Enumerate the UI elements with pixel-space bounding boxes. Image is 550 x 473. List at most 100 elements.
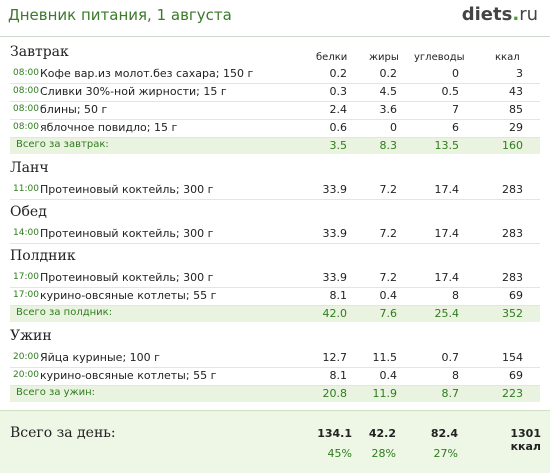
column-header-kcal: ккал <box>495 52 520 63</box>
meal-total-kcal: 160 <box>502 139 523 152</box>
food-kcal: 283 <box>502 183 523 196</box>
food-row[interactable]: 11:00 Протеиновый коктейль; 300 г 33.9 7.2 1… <box>10 182 540 200</box>
food-row[interactable]: 08:00 яблочное повидло; 15 г 0.6 0 6 29 <box>10 120 540 138</box>
food-time: 08:00 <box>13 122 39 132</box>
food-protein: 2.4 <box>329 103 348 116</box>
food-time: 08:00 <box>13 86 39 96</box>
column-header-carbs: углеводы <box>414 52 465 63</box>
day-pct-fat: 28% <box>371 447 396 460</box>
food-kcal: 154 <box>502 351 523 364</box>
food-fat: 7.2 <box>379 271 398 284</box>
meal-total-label: Всего за завтрак: <box>16 139 109 150</box>
food-time: 08:00 <box>13 104 39 114</box>
food-fat: 0.4 <box>379 369 398 382</box>
day-total-protein: 134.1 <box>317 427 352 440</box>
food-fat: 7.2 <box>379 183 398 196</box>
food-protein: 8.1 <box>329 369 348 382</box>
food-row[interactable]: 20:00 Яйца куриные; 100 г 12.7 11.5 0.7 154 <box>10 350 540 368</box>
food-carbs: 0 <box>452 67 459 80</box>
meal-total-label: Всего за полдник: <box>16 307 113 318</box>
food-name[interactable]: блины; 50 г <box>40 103 108 116</box>
logo-main: diets <box>461 4 513 25</box>
food-carbs: 7 <box>452 103 459 116</box>
food-protein: 33.9 <box>322 271 348 284</box>
site-logo[interactable]: diets.ru <box>462 4 538 25</box>
meal-total-row: Всего за ужин: 20.8 11.9 8.7 223 <box>10 386 540 402</box>
food-time: 17:00 <box>13 290 39 300</box>
food-protein: 0.3 <box>329 85 348 98</box>
meal-total-row: Всего за полдник: 42.0 7.6 25.4 352 <box>10 306 540 322</box>
meal-total-fat: 11.9 <box>372 387 398 400</box>
food-kcal: 29 <box>509 121 523 134</box>
food-carbs: 8 <box>452 369 459 382</box>
food-carbs: 17.4 <box>434 227 460 240</box>
food-time: 11:00 <box>13 184 39 194</box>
meal-total-kcal: 352 <box>502 307 523 320</box>
food-fat: 11.5 <box>372 351 398 364</box>
page-header: Дневник питания, 1 августа diets.ru <box>0 0 550 37</box>
meal-total-fat: 7.6 <box>379 307 398 320</box>
day-pct-protein: 45% <box>327 447 352 460</box>
food-name[interactable]: Протеиновый коктейль; 300 г <box>40 227 214 240</box>
food-carbs: 6 <box>452 121 459 134</box>
food-kcal: 43 <box>509 85 523 98</box>
food-row[interactable]: 17:00 Протеиновый коктейль; 300 г 33.9 7.2 1… <box>10 270 540 288</box>
meal-total-carbs: 13.5 <box>434 139 460 152</box>
food-fat: 4.5 <box>379 85 398 98</box>
food-kcal: 3 <box>516 67 523 80</box>
food-time: 20:00 <box>13 352 39 362</box>
food-fat: 0.4 <box>379 289 398 302</box>
meal-total-carbs: 25.4 <box>434 307 460 320</box>
food-carbs: 17.4 <box>434 271 460 284</box>
food-row[interactable]: 14:00 Протеиновый коктейль; 300 г 33.9 7.2 1… <box>10 226 540 244</box>
food-kcal: 283 <box>502 227 523 240</box>
food-kcal: 85 <box>509 103 523 116</box>
day-total-label: Всего за день: <box>10 425 116 441</box>
food-name[interactable]: курино-овсяные котлеты; 55 г <box>40 289 217 302</box>
food-row[interactable]: 20:00 курино-овсяные котлеты; 55 г 8.1 0.4 8… <box>10 368 540 386</box>
food-time: 08:00 <box>13 68 39 78</box>
food-protein: 33.9 <box>322 183 348 196</box>
day-total-carbs: 82.4 <box>430 427 458 440</box>
meal-title: Ланч <box>10 160 49 176</box>
meal-total-fat: 8.3 <box>379 139 398 152</box>
food-name[interactable]: Протеиновый коктейль; 300 г <box>40 271 214 284</box>
food-carbs: 0.7 <box>441 351 460 364</box>
meal-title: Обед <box>10 204 47 220</box>
food-carbs: 0.5 <box>441 85 460 98</box>
food-row[interactable]: 08:00 Кофе вар.из молот.без сахара; 150 г… <box>10 66 540 84</box>
food-time: 14:00 <box>13 228 39 238</box>
food-row[interactable]: 08:00 Сливки 30%-ной жирности; 15 г 0.3 4.5… <box>10 84 540 102</box>
meal-total-protein: 42.0 <box>322 307 348 320</box>
food-protein: 0.6 <box>329 121 348 134</box>
day-total-fat: 42.2 <box>368 427 396 440</box>
food-fat: 0 <box>390 121 397 134</box>
food-fat: 3.6 <box>379 103 398 116</box>
day-total-kcal: 1301 ккал <box>510 427 541 453</box>
food-protein: 33.9 <box>322 227 348 240</box>
meal-total-protein: 3.5 <box>329 139 348 152</box>
food-name[interactable]: курино-овсяные котлеты; 55 г <box>40 369 217 382</box>
logo-dot: . <box>512 4 520 25</box>
meal-total-row: Всего за завтрак: 3.5 8.3 13.5 160 <box>10 138 540 154</box>
food-carbs: 17.4 <box>434 183 460 196</box>
food-name[interactable]: Протеиновый коктейль; 300 г <box>40 183 214 196</box>
day-pct-carbs: 27% <box>433 447 458 460</box>
food-row[interactable]: 08:00 блины; 50 г 2.4 3.6 7 85 <box>10 102 540 120</box>
food-kcal: 283 <box>502 271 523 284</box>
day-total-box: Всего за день: 134.1 42.2 82.4 1301 ккал… <box>0 410 550 473</box>
food-row[interactable]: 17:00 курино-овсяные котлеты; 55 г 8.1 0.4 8… <box>10 288 540 306</box>
food-fat: 0.2 <box>379 67 398 80</box>
column-header-fat: жиры <box>369 52 399 63</box>
food-name[interactable]: Кофе вар.из молот.без сахара; 150 г <box>40 67 254 80</box>
food-name[interactable]: яблочное повидло; 15 г <box>40 121 178 134</box>
logo-ru: ru <box>519 4 538 25</box>
page-title: Дневник питания, 1 августа <box>8 6 232 24</box>
meal-total-protein: 20.8 <box>322 387 348 400</box>
food-carbs: 8 <box>452 289 459 302</box>
food-name[interactable]: Сливки 30%-ной жирности; 15 г <box>40 85 227 98</box>
food-name[interactable]: Яйца куриные; 100 г <box>40 351 160 364</box>
food-protein: 8.1 <box>329 289 348 302</box>
food-fat: 7.2 <box>379 227 398 240</box>
food-protein: 0.2 <box>329 67 348 80</box>
